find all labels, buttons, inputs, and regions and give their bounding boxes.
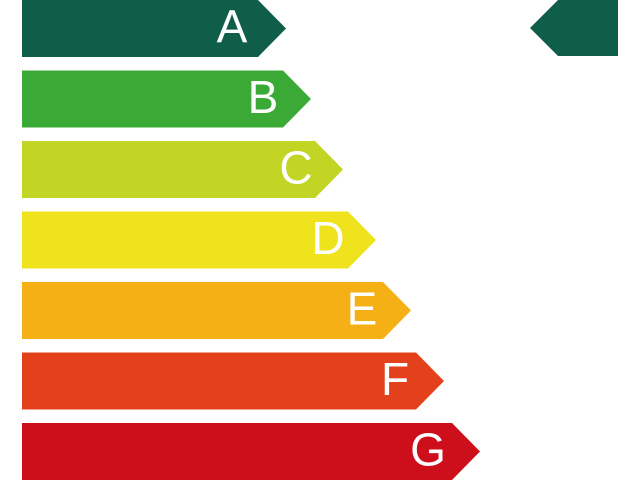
rating-letter: A	[217, 1, 248, 53]
rating-arrow	[22, 423, 480, 480]
rating-indicator	[530, 0, 618, 56]
rating-letter: D	[311, 212, 344, 264]
rating-letter: C	[279, 142, 312, 194]
rating-arrow	[22, 352, 444, 410]
rating-arrow	[22, 0, 286, 57]
rating-letter: E	[347, 283, 378, 335]
rating-letter: G	[410, 424, 446, 476]
rating-arrow	[22, 70, 311, 128]
rating-letter: F	[381, 353, 409, 405]
rating-arrow	[22, 141, 343, 198]
rating-arrow	[22, 282, 411, 339]
rating-arrow	[22, 211, 376, 269]
rating-letter: B	[248, 71, 279, 123]
